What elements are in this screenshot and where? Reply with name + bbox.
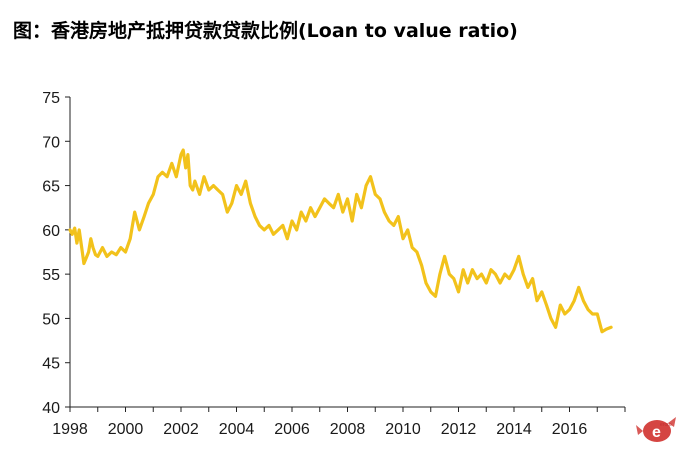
watermark-fish-body [643,420,671,442]
watermark-brand-text: eroro [660,422,672,428]
watermark-fin [668,417,676,427]
x-tick-label: 2012 [441,421,477,438]
watermark-letter-e: e [652,424,661,441]
eroro-watermark-logo: e eroro [636,417,676,442]
x-tick-label: 2006 [274,421,310,438]
x-tick-label: 2004 [219,421,255,438]
x-tick-label: 2000 [108,421,144,438]
y-tick-label: 75 [42,90,60,107]
y-tick-label: 55 [42,267,60,284]
x-tick-label: 1998 [52,421,88,438]
chart-title: 图：香港房地产抵押贷款贷款比例(Loan to value ratio) [13,20,518,42]
y-tick-label: 70 [42,134,60,151]
y-axis: 40 45 50 55 60 65 70 75 [42,90,71,417]
x-tick-label: 2010 [385,421,421,438]
x-tick-label: 2002 [163,421,199,438]
x-tick-label: 2008 [330,421,366,438]
watermark-tail [636,425,643,435]
y-tick-label: 40 [42,400,60,417]
x-axis: 1998 2000 2002 2004 2006 2008 2010 2012 2014 2016 [52,406,626,438]
x-tick-label: 2014 [496,421,532,438]
y-tick-label: 65 [42,179,60,196]
y-tick-label: 60 [42,223,60,240]
x-tick-label: 2016 [552,421,588,438]
y-tick-label: 45 [42,356,60,373]
y-tick-label: 50 [42,311,60,328]
ltv-ratio-series-line [68,148,613,334]
